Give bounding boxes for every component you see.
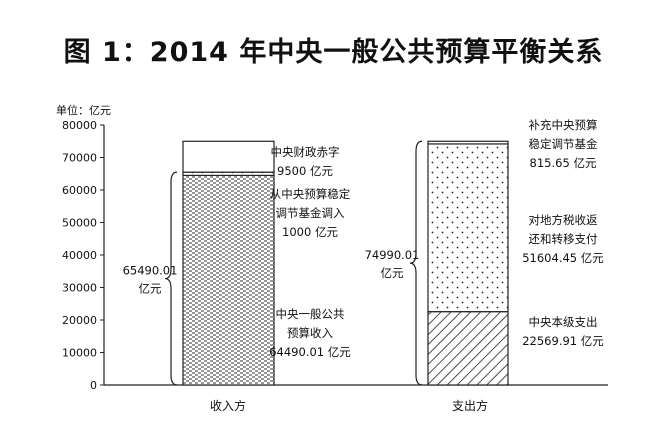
- segment-label-line: 中央一般公共: [276, 307, 345, 321]
- bars-group: [182, 140, 509, 386]
- segment-label-line: 中央本级支出: [529, 315, 598, 329]
- segment-label: 中央一般公共预算收入 64490.01 亿元: [269, 307, 351, 359]
- segment-label-line: 对地方税收返: [529, 213, 598, 227]
- segment-label-line: 补充中央预算: [529, 118, 598, 132]
- bar-segment: [427, 143, 509, 313]
- segment-label-line: 64490.01 亿元: [269, 345, 351, 359]
- y-tick-label: 60000: [62, 184, 97, 197]
- segment-label-line: 22569.91 亿元: [522, 334, 604, 348]
- segment-label-line: 调节基金调入: [276, 206, 345, 220]
- segment-label: 补充中央预算稳定调节基金 815.65 亿元: [529, 118, 598, 170]
- y-tick-label: 50000: [62, 217, 97, 230]
- segment-label: 对地方税收返还和转移支付 51604.45 亿元: [522, 213, 604, 265]
- bar-segment: [427, 311, 509, 386]
- x-category-label: 支出方: [452, 398, 488, 413]
- y-axis-label: 单位：亿元: [56, 103, 111, 117]
- x-category-label: 收入方: [210, 398, 246, 413]
- brace-label-line: 65490.01: [123, 264, 178, 278]
- bar-segment: [182, 174, 275, 386]
- segment-label-line: 9500 亿元: [277, 164, 333, 178]
- brace-label: 74990.01 亿元: [365, 248, 420, 280]
- segment-label-line: 中央财政赤字: [271, 145, 340, 159]
- y-tick-label: 80000: [62, 119, 97, 132]
- bar-segment: [427, 140, 509, 145]
- y-tick-label: 70000: [62, 152, 97, 165]
- segment-label-line: 还和转移支付: [529, 232, 598, 246]
- segment-label: 中央本级支出 22569.91 亿元: [522, 315, 604, 348]
- y-tick-label: 20000: [62, 314, 97, 327]
- chart-title: 图 1：2014 年中央一般公共预算平衡关系: [63, 37, 604, 68]
- brace-label: 65490.01 亿元: [123, 264, 178, 296]
- brace: [164, 171, 178, 386]
- y-axis: 0 10000 20000 30000 40000 50000 60000 70000 8000…: [62, 119, 608, 392]
- segment-label-line: 稳定调节基金: [529, 137, 598, 151]
- brace: [409, 140, 423, 386]
- segment-label: 中央财政赤字 9500 亿元: [271, 145, 340, 178]
- brace-label-line: 亿元: [381, 266, 404, 280]
- y-tick-label: 30000: [62, 282, 97, 295]
- segment-label: 从中央预算稳定调节基金调入 1000 亿元: [270, 187, 351, 239]
- segment-label-line: 从中央预算稳定: [270, 187, 351, 201]
- segment-label-line: 1000 亿元: [282, 225, 338, 239]
- bar-segment: [182, 140, 275, 173]
- segment-label-line: 预算收入: [287, 326, 333, 340]
- y-tick-label: 40000: [62, 249, 97, 262]
- segment-label-line: 815.65 亿元: [530, 156, 597, 170]
- segment-label-line: 51604.45 亿元: [522, 251, 604, 265]
- y-tick-label: 0: [90, 379, 97, 392]
- brace-label-line: 74990.01: [365, 248, 420, 262]
- brace-label-line: 亿元: [139, 282, 162, 296]
- y-tick-label: 10000: [62, 347, 97, 360]
